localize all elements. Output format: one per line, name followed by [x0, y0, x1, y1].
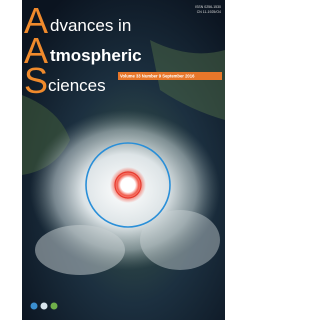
- logo: [31, 303, 38, 310]
- title-word: dvances in: [50, 16, 131, 35]
- title-word: ciences: [48, 76, 106, 95]
- issn: ISSN 0256-1530: [195, 5, 221, 9]
- issue-info: Volume 33 Number 9 September 2016: [120, 74, 195, 79]
- title-word: tmospheric: [50, 46, 142, 65]
- logo: [41, 303, 48, 310]
- logo: [51, 303, 58, 310]
- clouds: [35, 225, 125, 275]
- title-initial: S: [24, 60, 48, 101]
- cn-number: CN 11-1925/O4: [197, 10, 221, 14]
